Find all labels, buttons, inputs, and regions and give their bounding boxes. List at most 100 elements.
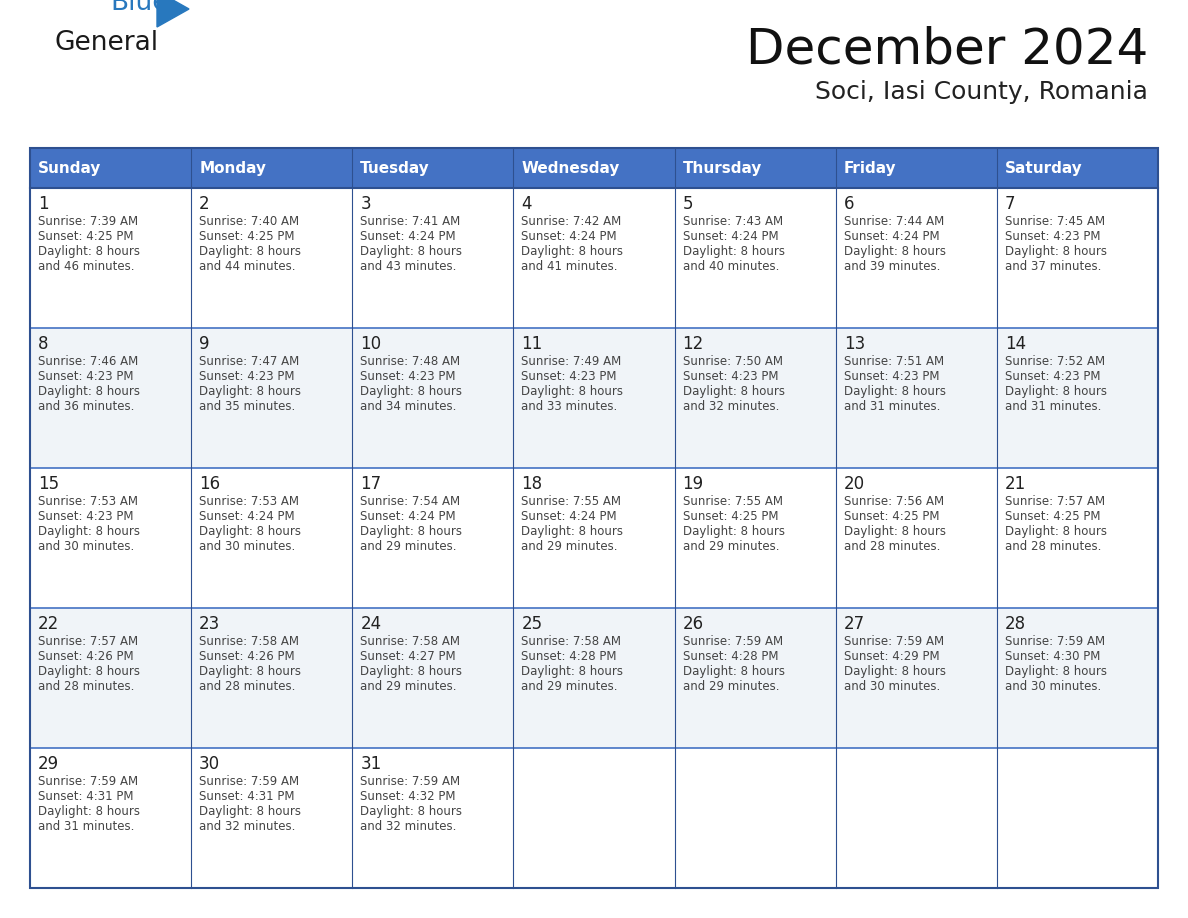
Text: Sunrise: 7:40 AM: Sunrise: 7:40 AM [200, 215, 299, 228]
Text: 10: 10 [360, 335, 381, 353]
Text: 20: 20 [843, 475, 865, 493]
Text: 29: 29 [38, 755, 59, 773]
Text: and 32 minutes.: and 32 minutes. [360, 820, 456, 833]
Text: Sunrise: 7:41 AM: Sunrise: 7:41 AM [360, 215, 461, 228]
Text: Sunrise: 7:58 AM: Sunrise: 7:58 AM [360, 635, 460, 648]
Text: Sunset: 4:23 PM: Sunset: 4:23 PM [1005, 370, 1100, 383]
Text: Sunset: 4:25 PM: Sunset: 4:25 PM [38, 230, 133, 243]
Text: and 30 minutes.: and 30 minutes. [843, 680, 940, 693]
Text: Sunrise: 7:57 AM: Sunrise: 7:57 AM [1005, 495, 1105, 508]
Text: Daylight: 8 hours: Daylight: 8 hours [38, 525, 140, 538]
Text: Sunset: 4:24 PM: Sunset: 4:24 PM [522, 230, 617, 243]
Text: 1: 1 [38, 195, 49, 213]
Text: 21: 21 [1005, 475, 1026, 493]
Text: Daylight: 8 hours: Daylight: 8 hours [683, 385, 784, 398]
Text: and 32 minutes.: and 32 minutes. [683, 400, 779, 413]
Text: 25: 25 [522, 615, 543, 633]
Text: Daylight: 8 hours: Daylight: 8 hours [683, 245, 784, 258]
Text: Saturday: Saturday [1005, 161, 1082, 175]
Text: and 30 minutes.: and 30 minutes. [200, 540, 296, 553]
Text: December 2024: December 2024 [746, 25, 1148, 73]
Text: Sunrise: 7:49 AM: Sunrise: 7:49 AM [522, 355, 621, 368]
Text: Sunrise: 7:43 AM: Sunrise: 7:43 AM [683, 215, 783, 228]
Text: and 31 minutes.: and 31 minutes. [843, 400, 940, 413]
Text: Monday: Monday [200, 161, 266, 175]
Text: 24: 24 [360, 615, 381, 633]
Bar [30, 148, 1158, 888]
Text: Sunset: 4:27 PM: Sunset: 4:27 PM [360, 650, 456, 663]
Text: 19: 19 [683, 475, 703, 493]
Text: Sunset: 4:24 PM: Sunset: 4:24 PM [360, 510, 456, 523]
Text: Sunrise: 7:50 AM: Sunrise: 7:50 AM [683, 355, 783, 368]
Text: Sunrise: 7:52 AM: Sunrise: 7:52 AM [1005, 355, 1105, 368]
Text: and 28 minutes.: and 28 minutes. [1005, 540, 1101, 553]
Text: Daylight: 8 hours: Daylight: 8 hours [38, 245, 140, 258]
Text: Daylight: 8 hours: Daylight: 8 hours [360, 805, 462, 818]
Text: Sunset: 4:25 PM: Sunset: 4:25 PM [683, 510, 778, 523]
Text: and 28 minutes.: and 28 minutes. [38, 680, 134, 693]
Text: 23: 23 [200, 615, 221, 633]
Text: 11: 11 [522, 335, 543, 353]
Text: 3: 3 [360, 195, 371, 213]
Text: and 29 minutes.: and 29 minutes. [683, 680, 779, 693]
Text: 12: 12 [683, 335, 703, 353]
Text: and 31 minutes.: and 31 minutes. [38, 820, 134, 833]
Text: Sunset: 4:26 PM: Sunset: 4:26 PM [38, 650, 133, 663]
Text: Daylight: 8 hours: Daylight: 8 hours [360, 525, 462, 538]
Text: Sunrise: 7:58 AM: Sunrise: 7:58 AM [200, 635, 299, 648]
Text: Sunset: 4:24 PM: Sunset: 4:24 PM [360, 230, 456, 243]
Text: and 31 minutes.: and 31 minutes. [1005, 400, 1101, 413]
Text: Wednesday: Wednesday [522, 161, 620, 175]
Text: Sunset: 4:24 PM: Sunset: 4:24 PM [200, 510, 295, 523]
Text: Sunset: 4:31 PM: Sunset: 4:31 PM [200, 790, 295, 803]
Text: and 37 minutes.: and 37 minutes. [1005, 260, 1101, 273]
Text: Sunset: 4:23 PM: Sunset: 4:23 PM [1005, 230, 1100, 243]
Text: Daylight: 8 hours: Daylight: 8 hours [843, 245, 946, 258]
Text: Sunset: 4:23 PM: Sunset: 4:23 PM [843, 370, 940, 383]
Text: 28: 28 [1005, 615, 1026, 633]
Text: 22: 22 [38, 615, 59, 633]
Text: Daylight: 8 hours: Daylight: 8 hours [200, 245, 301, 258]
Text: Sunset: 4:28 PM: Sunset: 4:28 PM [522, 650, 617, 663]
Text: Sunday: Sunday [38, 161, 101, 175]
Text: 13: 13 [843, 335, 865, 353]
Text: 2: 2 [200, 195, 210, 213]
Text: Sunrise: 7:59 AM: Sunrise: 7:59 AM [843, 635, 943, 648]
Text: and 41 minutes.: and 41 minutes. [522, 260, 618, 273]
Text: Sunrise: 7:46 AM: Sunrise: 7:46 AM [38, 355, 138, 368]
Text: and 28 minutes.: and 28 minutes. [200, 680, 296, 693]
Text: and 29 minutes.: and 29 minutes. [522, 540, 618, 553]
Text: Sunrise: 7:39 AM: Sunrise: 7:39 AM [38, 215, 138, 228]
Text: and 44 minutes.: and 44 minutes. [200, 260, 296, 273]
Text: and 30 minutes.: and 30 minutes. [1005, 680, 1101, 693]
Text: Daylight: 8 hours: Daylight: 8 hours [843, 525, 946, 538]
Text: Daylight: 8 hours: Daylight: 8 hours [843, 385, 946, 398]
Text: Sunrise: 7:42 AM: Sunrise: 7:42 AM [522, 215, 621, 228]
Text: 6: 6 [843, 195, 854, 213]
Text: Daylight: 8 hours: Daylight: 8 hours [843, 665, 946, 678]
Text: General: General [55, 30, 159, 56]
Text: Sunrise: 7:53 AM: Sunrise: 7:53 AM [38, 495, 138, 508]
Text: Sunset: 4:23 PM: Sunset: 4:23 PM [522, 370, 617, 383]
Text: Daylight: 8 hours: Daylight: 8 hours [360, 665, 462, 678]
Text: Sunset: 4:25 PM: Sunset: 4:25 PM [200, 230, 295, 243]
Text: Sunset: 4:28 PM: Sunset: 4:28 PM [683, 650, 778, 663]
Text: 9: 9 [200, 335, 209, 353]
Text: Blue: Blue [110, 0, 169, 16]
Text: Sunrise: 7:54 AM: Sunrise: 7:54 AM [360, 495, 461, 508]
Text: 27: 27 [843, 615, 865, 633]
Text: Soci, Iasi County, Romania: Soci, Iasi County, Romania [815, 80, 1148, 104]
Text: and 32 minutes.: and 32 minutes. [200, 820, 296, 833]
Text: Sunrise: 7:51 AM: Sunrise: 7:51 AM [843, 355, 943, 368]
Text: Daylight: 8 hours: Daylight: 8 hours [200, 525, 301, 538]
Bar [30, 148, 1158, 188]
Text: Daylight: 8 hours: Daylight: 8 hours [522, 385, 624, 398]
Text: and 33 minutes.: and 33 minutes. [522, 400, 618, 413]
Text: and 46 minutes.: and 46 minutes. [38, 260, 134, 273]
Text: Sunrise: 7:55 AM: Sunrise: 7:55 AM [683, 495, 783, 508]
Text: Sunset: 4:31 PM: Sunset: 4:31 PM [38, 790, 133, 803]
Text: Daylight: 8 hours: Daylight: 8 hours [1005, 525, 1107, 538]
Text: Sunset: 4:29 PM: Sunset: 4:29 PM [843, 650, 940, 663]
Text: Daylight: 8 hours: Daylight: 8 hours [1005, 245, 1107, 258]
Text: Daylight: 8 hours: Daylight: 8 hours [38, 805, 140, 818]
